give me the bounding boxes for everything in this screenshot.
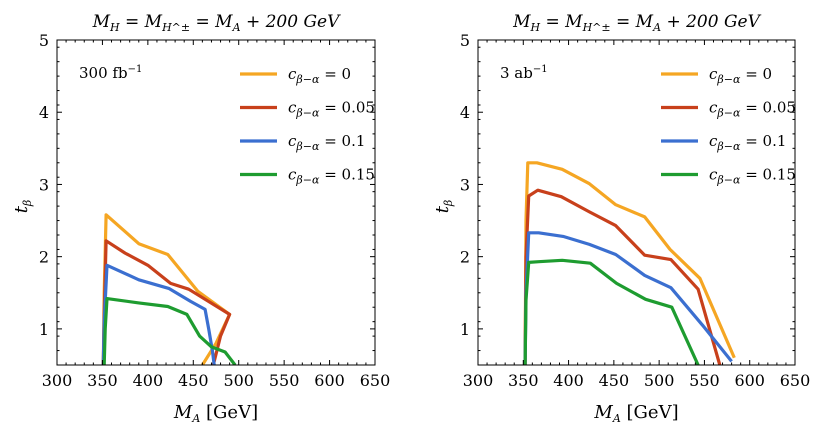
luminosity-annotation: 3 ab−1 xyxy=(500,64,548,82)
x-tick-label: 550 xyxy=(689,371,720,390)
x-tick-label: 400 xyxy=(553,371,584,390)
legend: cβ−α = 0 cβ−α = 0.05 cβ−α = 0.1 cβ−α = 0.15 xyxy=(661,65,796,187)
x-tick-label: 650 xyxy=(780,371,811,390)
chart-title: MH​ = MH^±​ = MA​ + 200 GeV xyxy=(92,12,341,34)
x-tick-label: 400 xyxy=(133,371,164,390)
x-tick-label: 500 xyxy=(223,371,254,390)
x-tick-label: 350 xyxy=(508,371,539,390)
y-tick-label: 2 xyxy=(39,248,49,267)
y-tick-label: 2 xyxy=(460,248,470,267)
legend-label-2: cβ−α = 0.05 xyxy=(709,99,796,120)
x-tick-label: 650 xyxy=(360,371,391,390)
chart-title: MH​ = MH^±​ = MA​ + 200 GeV xyxy=(512,12,761,34)
x-tick-label: 450 xyxy=(599,371,630,390)
x-tick-label: 600 xyxy=(314,371,345,390)
plot-frame xyxy=(477,39,796,366)
series-line-1 xyxy=(523,161,736,365)
legend-label-4: cβ−α = 0.15 xyxy=(288,166,375,187)
x-tick-label: 300 xyxy=(42,371,73,390)
series-group xyxy=(101,213,237,365)
series-line-3 xyxy=(523,231,733,365)
series-line-4 xyxy=(523,258,700,365)
series-line-3 xyxy=(101,263,216,365)
x-axis-label: MA​ [GeV] xyxy=(593,402,678,425)
legend: cβ−α = 0 cβ−α = 0.05 cβ−α = 0.1 cβ−α = 0.15 xyxy=(240,65,375,187)
y-tick-label: 4 xyxy=(39,103,49,122)
plot-frame xyxy=(56,39,376,366)
x-tick-label: 600 xyxy=(734,371,765,390)
x-tick-label: 450 xyxy=(178,371,209,390)
y-tick-label: 3 xyxy=(460,175,470,194)
legend-label-1: cβ−α = 0 xyxy=(288,65,351,86)
x-tick-label: 500 xyxy=(644,371,675,390)
legend-label-3: cβ−α = 0.1 xyxy=(288,132,365,153)
chart-panel-2: 300 350 400 450 500 550 600 650 1 2 3 4 5 MH​ = MH^±​… xyxy=(432,12,810,425)
series-line-2 xyxy=(523,188,722,365)
x-tick-label: 550 xyxy=(269,371,300,390)
y-tick-label: 3 xyxy=(39,175,49,194)
y-tick-label: 1 xyxy=(39,320,49,339)
y-axis-label: tβ​ xyxy=(11,200,34,214)
luminosity-annotation: 300 fb−1 xyxy=(79,64,142,82)
legend-label-3: cβ−α = 0.1 xyxy=(709,132,786,153)
y-tick-label: 5 xyxy=(460,31,470,50)
series-group xyxy=(523,161,736,365)
x-tick-label: 300 xyxy=(463,371,494,390)
x-axis-label: MA​ [GeV] xyxy=(173,402,258,425)
y-tick-label: 1 xyxy=(460,320,470,339)
y-tick-label: 5 xyxy=(39,31,49,50)
legend-label-4: cβ−α = 0.15 xyxy=(709,166,796,187)
y-tick-label: 4 xyxy=(460,103,470,122)
y-axis-label: tβ​ xyxy=(432,200,455,214)
x-tick-label: 350 xyxy=(87,371,118,390)
chart-panel-1: 300 350 400 450 500 550 600 650 1 2 3 4 5 MH​ = MH^±​… xyxy=(11,12,390,425)
legend-label-2: cβ−α = 0.05 xyxy=(288,99,375,120)
series-line-4 xyxy=(102,297,237,365)
legend-label-1: cβ−α = 0 xyxy=(709,65,772,86)
